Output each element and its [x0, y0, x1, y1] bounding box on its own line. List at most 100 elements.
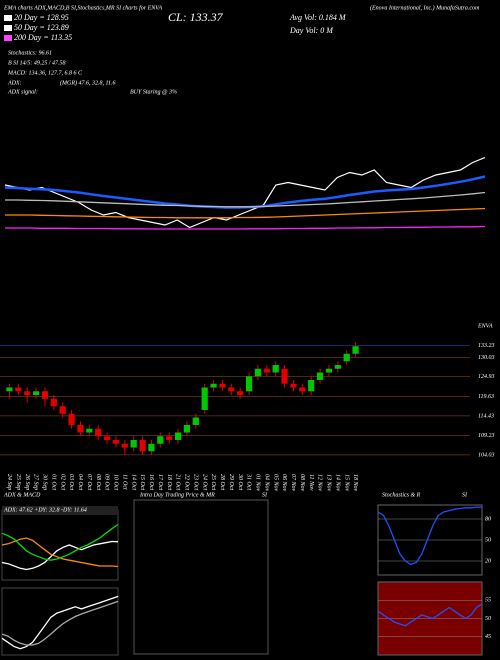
panel-label: ADX: 47.62 +DY: 32.8 -DY: 11.64 [3, 506, 87, 513]
candle-body [24, 391, 31, 395]
candle-body [77, 425, 84, 433]
y-tick-label: 124.93 [478, 373, 495, 380]
x-tick-label: 02 Oct [59, 474, 65, 490]
candle-body [157, 436, 164, 444]
label-bg [2, 506, 118, 515]
x-tick-label: 26 Sep [24, 474, 30, 490]
candle-body [254, 368, 262, 377]
day-vol: Day Vol: 0 M [289, 26, 334, 35]
panel-title: SI [262, 492, 268, 498]
x-tick-label: 28 Oct [219, 474, 225, 490]
candle-body [334, 365, 341, 369]
price-line [4, 156, 486, 229]
x-tick-label: 09 Oct [104, 474, 110, 490]
y-tick-label: 119.63 [478, 394, 494, 400]
series-line [1, 600, 119, 646]
y-tick-label: 104.03 [478, 451, 495, 458]
series-line [5, 191, 486, 208]
x-tick-label: 29 Oct [228, 474, 234, 490]
candle-body [237, 391, 244, 395]
source: (Enova International, Inc.) MunafaSutra.… [370, 4, 480, 11]
candle-body [281, 368, 288, 384]
indicator: MACD: 134.36, 127.7, 6.8 6 C [7, 69, 83, 76]
x-tick-label: 16 Oct [148, 474, 154, 490]
y-tick-label: 20 [485, 558, 491, 564]
panel-title: Stochastics & R [382, 492, 421, 498]
x-tick-label: 14 Oct [130, 474, 137, 490]
x-tick-label: 25 Sep [15, 474, 21, 490]
candle-body [290, 383, 297, 388]
x-tick-label: 30 Oct [237, 473, 243, 490]
x-tick-label: 14 Nov [334, 474, 341, 492]
candle-body [245, 376, 253, 392]
x-tick-label: 13 Nov [326, 474, 332, 492]
candle-body [299, 387, 306, 392]
x-tick-label: 06 Nov [281, 474, 287, 492]
candle-body [148, 443, 155, 452]
series-line [1, 523, 119, 561]
candle-body [139, 440, 146, 452]
x-tick-label: 30 Sep [42, 473, 48, 490]
panel-frame [1, 587, 119, 656]
panel-title: Intra Day Trading Price & MR [139, 492, 215, 498]
adx-signal-label: ADX signal: [7, 89, 38, 95]
series-line [377, 506, 482, 566]
series-line [4, 175, 486, 209]
x-tick-label: 01 Nov [255, 474, 261, 492]
x-tick-label: 21 Oct [175, 474, 181, 490]
panel-title: SI [462, 492, 468, 498]
x-tick-label: 08 Oct [95, 474, 101, 490]
x-tick-label: 04 Nov [263, 474, 270, 492]
x-tick-label: 12 Nov [317, 474, 323, 492]
adx-label: ADX: [7, 80, 22, 86]
legend-entry: 50 Day = 123.89 [14, 23, 69, 32]
x-tick-label: 31 Oct [246, 473, 252, 490]
candle-body [6, 387, 13, 392]
candle-body [68, 413, 75, 425]
y-tick-label: 55 [485, 598, 491, 604]
candle-body [130, 440, 137, 448]
candle-body [325, 368, 333, 373]
x-tick-label: 15 Oct [139, 474, 145, 490]
y-tick-label: 45 [485, 633, 491, 640]
candle-body [59, 406, 66, 414]
x-tick-label: 18 Nov [352, 474, 358, 492]
legend-entry: 20 Day = 128.95 [14, 13, 69, 22]
x-tick-label: 22 Oct [184, 474, 190, 490]
x-tick-label: 23 Oct [192, 474, 198, 490]
y-tick-label: 114.43 [478, 412, 494, 419]
x-tick-label: 24 Oct [201, 474, 208, 490]
candle-body [86, 428, 93, 433]
candle-body [308, 380, 315, 392]
x-tick-label: 01 Oct [50, 474, 56, 490]
x-tick-label: 25 Oct [210, 474, 216, 490]
symbol: ENVA [477, 323, 493, 329]
x-tick-label: 11 Nov [308, 474, 314, 491]
candle-body [103, 436, 111, 440]
candle-body [352, 346, 359, 354]
avg-vol: Avg Vol: 0.184 M [289, 13, 347, 22]
legend-swatch [4, 35, 12, 41]
candle-body [121, 443, 128, 448]
legend-swatch [4, 25, 12, 31]
y-tick-label: 50 [485, 616, 491, 622]
candle-body [41, 391, 49, 399]
series-line [5, 207, 486, 219]
panel-title: ADX & MACD [3, 492, 41, 498]
x-tick-label: 24 Sep [6, 474, 13, 490]
y-tick-label: 80 [485, 516, 491, 522]
indicator: Stochastics: 96.61 [8, 50, 52, 56]
x-tick-label: 18 Oct [166, 474, 172, 490]
candle-body [183, 425, 191, 433]
x-tick-label: 03 Oct [68, 474, 74, 490]
series-line [377, 603, 483, 627]
intraday-panel [133, 499, 269, 655]
x-tick-label: 15 Nov [343, 474, 349, 492]
x-tick-label: 05 Nov [272, 474, 278, 492]
candle-body [263, 368, 270, 373]
candle-body [272, 365, 279, 373]
candle-body [166, 436, 173, 440]
candle-body [228, 387, 235, 392]
